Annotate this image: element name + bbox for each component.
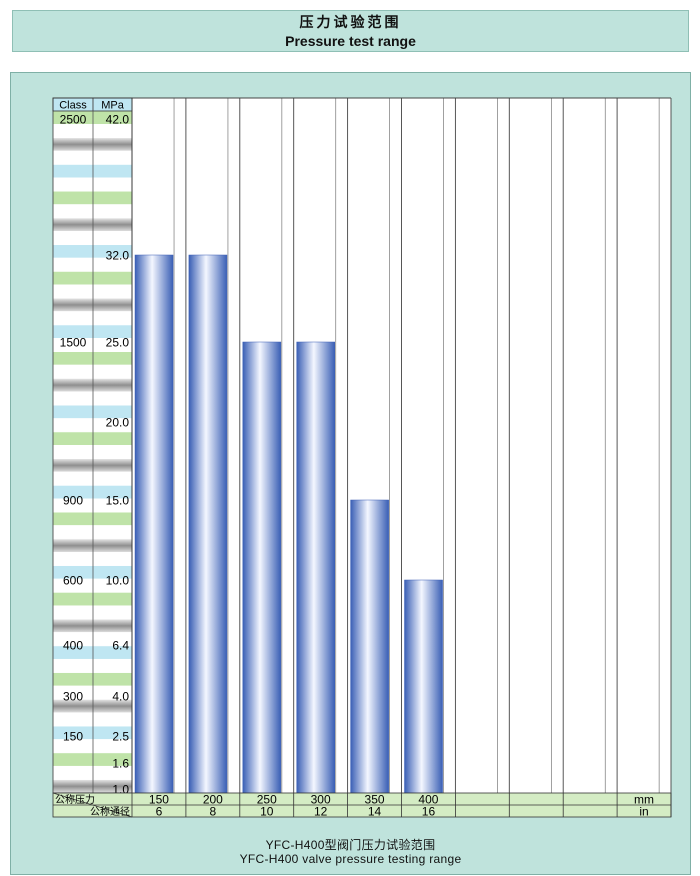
caption-en: YFC-H400 valve pressure testing range: [239, 852, 462, 866]
scale-stripe: [52, 271, 133, 286]
mpa-tick-label: 15.0: [106, 494, 130, 508]
page-title-en: Pressure test range: [285, 33, 416, 49]
footer-pressure-label: 公称压力: [55, 793, 95, 806]
scale-stripe: [52, 458, 133, 473]
scale-stripe: [52, 351, 133, 366]
scale-stripe: [52, 445, 133, 459]
class-tick-label: 900: [63, 494, 83, 508]
bar: [134, 254, 174, 794]
scale-stripe: [52, 217, 133, 232]
bar: [350, 499, 389, 794]
mpa-tick-label: 42.0: [106, 113, 130, 127]
bar: [404, 579, 443, 794]
scale-stripe: [52, 592, 133, 607]
scale-stripe: [52, 658, 133, 673]
mpa-tick-label: 25.0: [106, 336, 130, 350]
pressure-bar-chart: Class MPa 2500 42.0 32.0 1500 25.0 20.0 900 15.0 6…: [52, 97, 672, 819]
chart-panel: Class MPa 2500 42.0 32.0 1500 25.0 20.0 900 15.0 6…: [10, 72, 691, 875]
scale-stripe: [52, 378, 133, 393]
category-mm-label: 250: [257, 793, 277, 807]
class-tick-label: 600: [63, 574, 83, 588]
scale-stripe: [52, 137, 133, 152]
category-in-label: 14: [368, 805, 382, 819]
unit-in-label: in: [639, 805, 648, 819]
mpa-tick-label: 20.0: [106, 416, 130, 430]
scale-stripe: [52, 297, 133, 312]
category-in-label: 10: [260, 805, 274, 819]
mpa-tick-label: 10.0: [106, 574, 130, 588]
scale-stripe: [52, 551, 133, 566]
category-mm-label: 150: [149, 793, 169, 807]
bar: [188, 254, 228, 794]
category-in-label: 6: [156, 805, 163, 819]
title-box: 压力试验范围 Pressure test range: [12, 10, 689, 52]
scale-stripe: [52, 712, 133, 727]
mpa-tick-label: 4.0: [112, 690, 129, 704]
mpa-header-label: MPa: [101, 100, 125, 112]
scale-stripe: [52, 511, 133, 526]
caption: YFC-H400型阀门压力试验范围 YFC-H400 valve pressur…: [10, 838, 691, 866]
class-tick-label: 400: [63, 639, 83, 653]
bar: [242, 341, 282, 794]
scale-stripe: [52, 311, 133, 326]
scale-stripe: [52, 150, 133, 165]
scale-stripe: [52, 177, 133, 192]
scale-stripe: [52, 164, 133, 179]
category-mm-label: 300: [311, 793, 331, 807]
mpa-tick-label: 6.4: [112, 639, 129, 653]
mpa-tick-label: 32.0: [106, 249, 130, 263]
scale-stripe: [52, 525, 133, 540]
mpa-tick-label: 1.6: [112, 757, 129, 771]
scale-stripe: [52, 431, 133, 446]
class-header-label: Class: [59, 100, 87, 112]
scale-stripe: [52, 284, 133, 299]
unit-mm-label: mm: [634, 793, 654, 807]
scale-stripe: [52, 204, 133, 219]
category-in-label: 8: [210, 805, 217, 819]
scale-stripe: [52, 364, 133, 379]
footer-diagonal: [52, 792, 133, 818]
scale-stripe: [52, 391, 133, 406]
scale-stripe: [52, 605, 133, 620]
category-in-label: 16: [422, 805, 436, 819]
category-mm-label: 350: [365, 793, 385, 807]
scale-stripe: [52, 538, 133, 553]
mpa-tick-label: 2.5: [112, 730, 129, 744]
bar: [296, 341, 335, 794]
scale-stripe: [52, 190, 133, 205]
page-title-cn: 压力试验范围: [299, 15, 402, 31]
caption-cn: YFC-H400型阀门压力试验范围: [265, 838, 436, 852]
class-tick-label: 150: [63, 730, 83, 744]
class-tick-label: 2500: [60, 113, 87, 127]
category-in-label: 12: [314, 805, 328, 819]
category-mm-label: 200: [203, 793, 223, 807]
class-tick-label: 300: [63, 690, 83, 704]
footer-diameter-label: 公称通径: [90, 805, 130, 818]
scale-stripe: [52, 672, 133, 687]
scale-stripe: [52, 471, 133, 486]
category-mm-label: 400: [418, 793, 438, 807]
class-tick-label: 1500: [60, 336, 87, 350]
scale-stripe: [52, 618, 133, 633]
scale-stripe: [52, 231, 133, 246]
